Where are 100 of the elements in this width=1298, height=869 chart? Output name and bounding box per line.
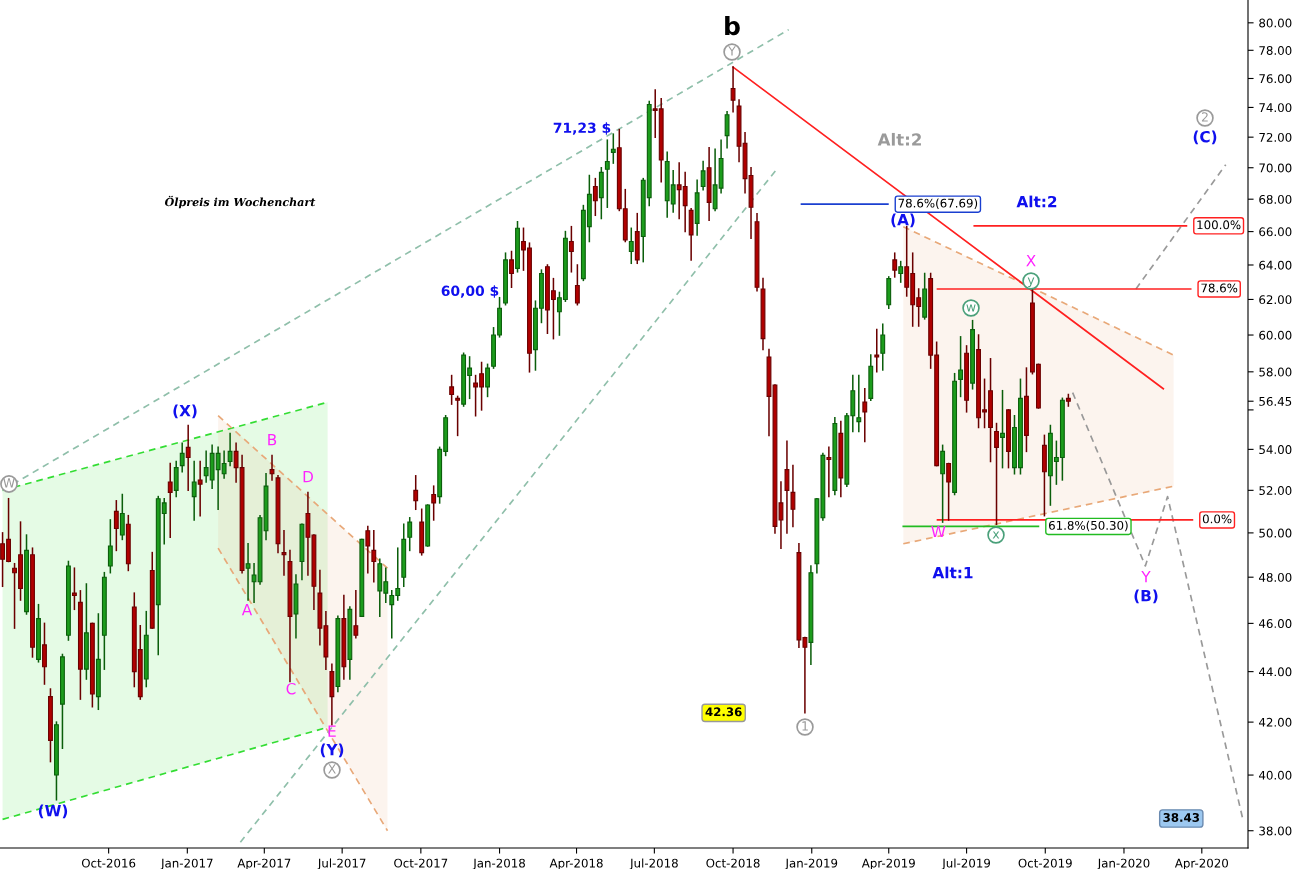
series-label: 78.6%(67.69) xyxy=(898,198,978,209)
candlestick xyxy=(568,225,574,273)
candlestick xyxy=(449,374,455,405)
candlestick xyxy=(862,388,868,443)
series-label: 0.0% xyxy=(1202,514,1232,524)
y-tick-label: 58.00 xyxy=(1259,367,1292,377)
y-tick-label: 50.00 xyxy=(1259,528,1292,538)
annotation: W xyxy=(931,525,946,538)
candlestick xyxy=(191,460,197,521)
annotation: Y xyxy=(1141,571,1151,583)
y-tick-label: 76.00 xyxy=(1259,74,1292,84)
annotation: C xyxy=(286,682,296,695)
x-tick-label: Apr-2020 xyxy=(1174,858,1229,869)
candlestick xyxy=(365,525,371,574)
y-tick-label: 54.00 xyxy=(1259,445,1292,455)
candlestick xyxy=(784,440,790,534)
x-tick-label: Jan-2018 xyxy=(472,858,525,869)
candlestick xyxy=(958,336,964,398)
candlestick xyxy=(42,622,47,685)
x-tick-label: Jul-2018 xyxy=(629,858,678,869)
annotation: (A) xyxy=(891,213,915,228)
annotation: (B) xyxy=(1134,589,1158,604)
x-tick-label: Apr-2018 xyxy=(549,858,603,869)
annotation: 38.43 xyxy=(1163,813,1200,822)
annotation: E xyxy=(328,725,336,737)
y-tick-label: 80.00 xyxy=(1259,18,1292,28)
y-tick-label: 42.00 xyxy=(1258,717,1292,727)
annotation: w xyxy=(966,304,976,312)
candlestick xyxy=(197,460,203,517)
candlestick xyxy=(856,374,862,433)
candlestick xyxy=(724,111,730,149)
y-tick-label: 44.00 xyxy=(1258,667,1292,677)
candlestick xyxy=(167,462,173,539)
candlestick xyxy=(940,444,946,523)
annotation: D xyxy=(303,471,313,483)
annotation: x xyxy=(992,531,1000,539)
candlestick xyxy=(880,323,886,371)
text: Ölpreis im Wochenchart xyxy=(164,195,316,209)
y-tick-label: 66.00 xyxy=(1259,227,1292,237)
x-tick-label: Oct-2016 xyxy=(81,858,136,868)
candlestick xyxy=(509,250,514,289)
candlestick xyxy=(413,475,419,511)
y-tick-label: 74.00 xyxy=(1259,103,1292,113)
candlestick xyxy=(269,454,275,481)
candlestick xyxy=(790,464,796,528)
series-label: 100.0% xyxy=(1197,220,1241,230)
candlestick xyxy=(71,567,77,611)
annotation: W xyxy=(3,478,15,488)
candlestick xyxy=(113,500,119,552)
candlestick xyxy=(874,328,880,373)
annotation: 60,00 $ xyxy=(441,285,499,298)
x-tick-label: Oct-2019 xyxy=(1018,858,1072,868)
candlestick xyxy=(407,517,413,552)
annotation: (C) xyxy=(1193,130,1217,145)
candlestick xyxy=(700,160,706,191)
annotation: 71,23 $ xyxy=(553,122,611,135)
x-tick-label: Jul-2017 xyxy=(317,858,366,869)
annotation: B xyxy=(268,434,277,446)
y-tick-label: 64.00 xyxy=(1259,260,1292,270)
annotation: b xyxy=(725,15,740,36)
candlestick xyxy=(826,446,832,498)
candlestick xyxy=(592,177,598,217)
candlestick xyxy=(371,529,377,583)
x-tick-label: Apr-2017 xyxy=(237,858,291,869)
annotation: (W) xyxy=(38,804,68,819)
annotation: A xyxy=(241,604,253,616)
candlestick xyxy=(485,363,491,398)
candlestick xyxy=(281,529,287,576)
candlestick xyxy=(119,493,125,541)
annotation: X xyxy=(1026,255,1036,267)
candlestick xyxy=(455,395,461,437)
annotation: (X) xyxy=(173,404,197,419)
candlestick xyxy=(179,442,185,473)
y-tick-label: 68.00 xyxy=(1259,194,1292,204)
y-tick-label: 70.00 xyxy=(1259,163,1292,173)
x-tick-label: Oct-2017 xyxy=(394,858,448,868)
series-label: 61.8%(50.30) xyxy=(1048,520,1128,532)
candlestick xyxy=(604,139,610,208)
x-tick-label: Jan-2019 xyxy=(784,858,838,869)
y-tick-label: 72.00 xyxy=(1259,132,1292,142)
x-tick-label: Oct-2018 xyxy=(706,858,760,868)
series-label: 78.6% xyxy=(1201,283,1238,293)
y-tick-label: 78.00 xyxy=(1259,46,1292,55)
candlestick xyxy=(1000,389,1005,469)
x-tick-label: Apr-2019 xyxy=(861,858,915,869)
annotation: X xyxy=(328,764,336,774)
candlestick xyxy=(574,264,580,306)
annotation: 42.36 xyxy=(705,707,742,717)
x-tick-label: Jan-2020 xyxy=(1097,858,1150,869)
candlestick xyxy=(892,252,898,278)
annotation: Alt:2 xyxy=(877,132,921,146)
y-tick-label: 46.00 xyxy=(1258,619,1292,629)
y-tick-label: 40.00 xyxy=(1258,770,1292,780)
candlestick xyxy=(610,133,616,164)
candlestick xyxy=(353,590,359,639)
y-tick-label: 60.00 xyxy=(1259,330,1292,340)
y-tick-label: 52.00 xyxy=(1259,486,1292,495)
annotation: Y xyxy=(728,46,736,56)
y-tick-label: 38.00 xyxy=(1259,826,1292,836)
annotation: y xyxy=(1027,277,1035,288)
